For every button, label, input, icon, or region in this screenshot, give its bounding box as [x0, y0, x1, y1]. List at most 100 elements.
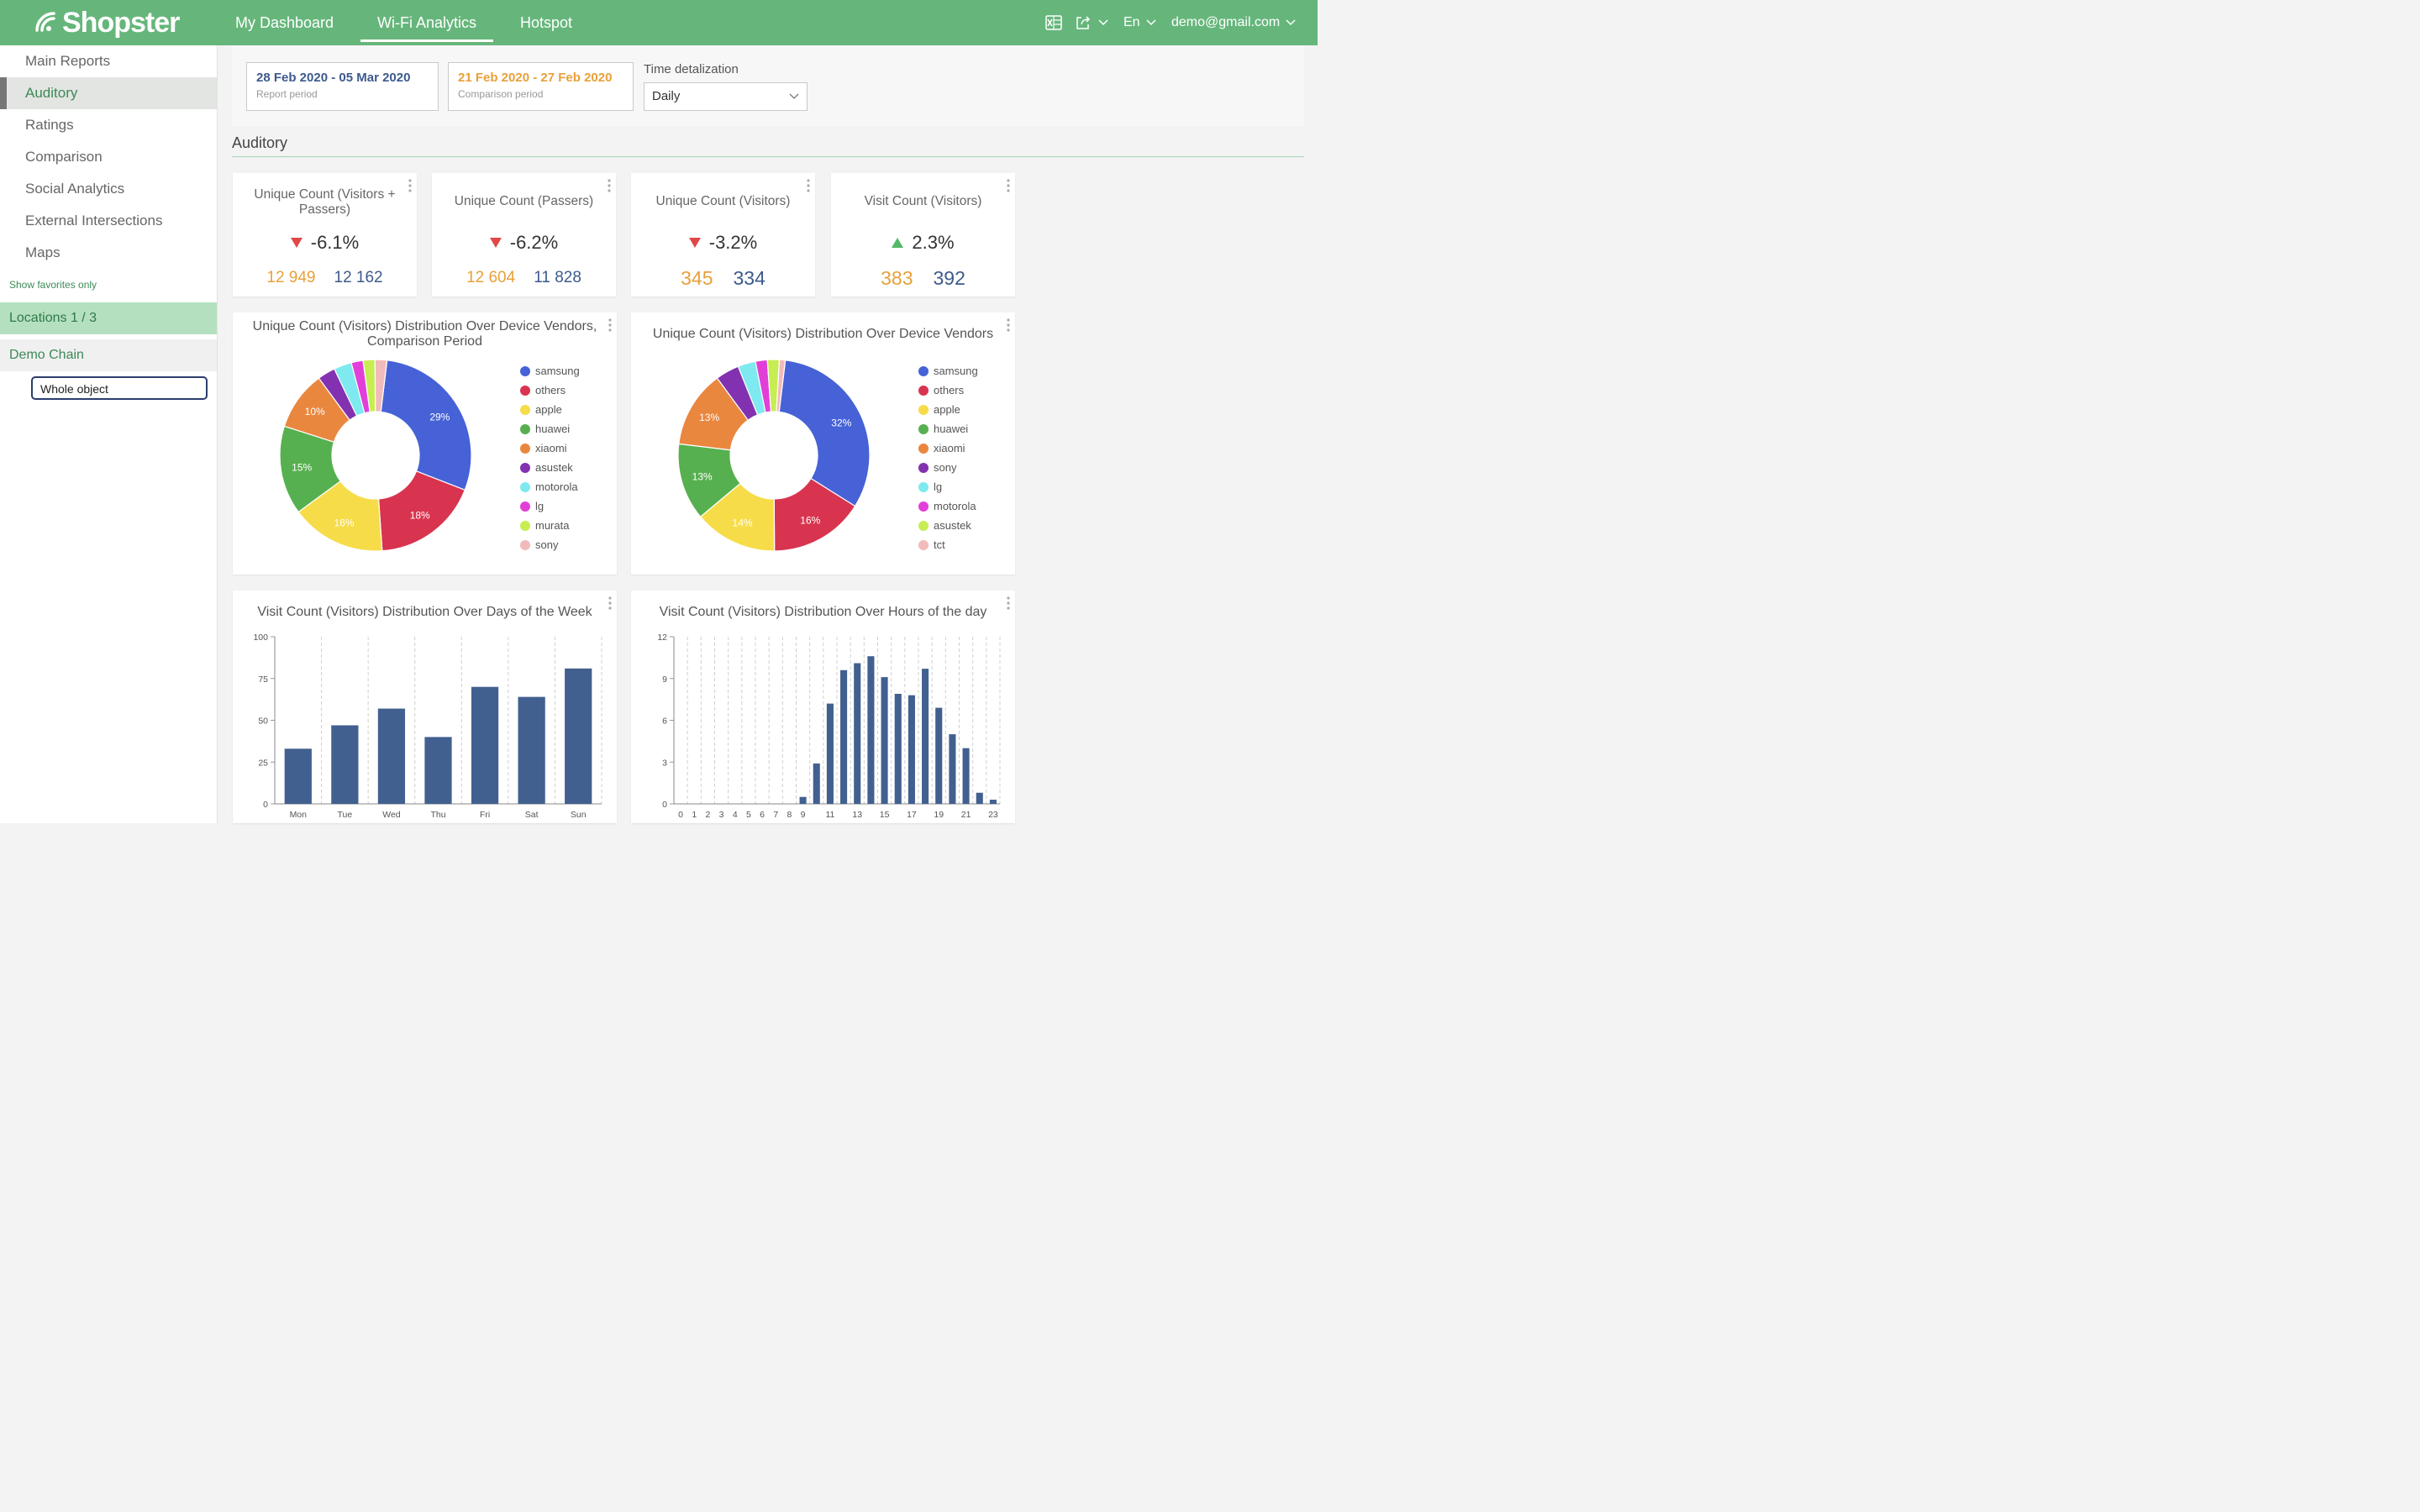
legend-dot	[520, 539, 530, 550]
bar-Sun[interactable]	[565, 668, 592, 804]
chevron-down-icon[interactable]	[1286, 17, 1296, 27]
kebab-menu-icon[interactable]	[408, 179, 412, 192]
pie-slice-label: 32%	[831, 417, 851, 429]
bar-12[interactable]	[840, 669, 848, 804]
bar-18[interactable]	[922, 669, 929, 804]
sidebar-item-auditory[interactable]: Auditory	[0, 77, 217, 109]
legend-item-others[interactable]: others	[520, 381, 580, 400]
bar-Tue[interactable]	[331, 725, 359, 804]
logo[interactable]: Shopster	[34, 5, 180, 40]
kebab-menu-icon[interactable]	[1007, 596, 1010, 610]
legend-item-tct[interactable]: tct	[918, 535, 978, 554]
x-tick-label: 8	[786, 810, 792, 820]
x-tick-label: Fri	[480, 810, 490, 820]
sidebar-item-social-analytics[interactable]: Social Analytics	[25, 181, 125, 197]
bar-22[interactable]	[976, 792, 983, 804]
filter-panel: 28 Feb 2020 - 05 Mar 2020 Report period …	[232, 45, 1304, 126]
bar-11[interactable]	[826, 703, 834, 804]
chevron-down-icon[interactable]	[1146, 17, 1156, 27]
kebab-menu-icon[interactable]	[1007, 318, 1010, 332]
pie-slice-tct[interactable]	[776, 359, 786, 413]
chart-title: Visit Count (Visitors) Distribution Over…	[257, 605, 592, 619]
legend-dot	[520, 481, 530, 492]
bar-15[interactable]	[881, 677, 888, 804]
legend-item-apple[interactable]: apple	[918, 400, 978, 419]
kebab-menu-icon[interactable]	[1007, 179, 1010, 192]
bar-23[interactable]	[989, 800, 997, 804]
legend-item-lg[interactable]: lg	[918, 477, 978, 496]
legend-dot	[918, 423, 929, 434]
legend-item-huawei[interactable]: huawei	[918, 419, 978, 438]
pie-slice-label: 13%	[699, 412, 719, 423]
sidebar-item-maps[interactable]: Maps	[25, 244, 60, 260]
bar-17[interactable]	[908, 695, 915, 804]
language-selector[interactable]: En	[1123, 15, 1140, 29]
bar-14[interactable]	[867, 656, 875, 804]
bar-19[interactable]	[935, 707, 943, 804]
bar-Fri[interactable]	[471, 686, 499, 804]
legend-item-murata[interactable]: murata	[520, 516, 580, 535]
tab-wifi-analytics[interactable]: Wi-Fi Analytics	[360, 0, 494, 45]
pie-slice-label: 18%	[410, 510, 430, 522]
bar-Thu[interactable]	[424, 737, 452, 804]
locations-header[interactable]: Locations 1 / 3	[0, 302, 217, 334]
chain-item[interactable]: Demo Chain	[0, 339, 217, 371]
bar-Sat[interactable]	[518, 696, 545, 804]
bar-9[interactable]	[799, 796, 807, 804]
legend-item-asustek[interactable]: asustek	[520, 458, 580, 477]
excel-export-icon[interactable]	[1045, 14, 1062, 31]
legend-dot	[520, 423, 530, 434]
wifi-logo-icon	[35, 12, 55, 32]
legend-item-samsung[interactable]: samsung	[918, 361, 978, 381]
bar-13[interactable]	[854, 663, 861, 804]
bar-10[interactable]	[813, 763, 820, 804]
sidebar-item-comparison[interactable]: Comparison	[25, 149, 103, 165]
kebab-menu-icon[interactable]	[608, 596, 612, 610]
legend-item-samsung[interactable]: samsung	[520, 361, 580, 381]
tab-hotspot[interactable]: Hotspot	[520, 14, 573, 31]
bar-Wed[interactable]	[377, 708, 406, 804]
bar-20[interactable]	[949, 734, 956, 804]
time-detalization-select[interactable]: Daily	[644, 82, 808, 111]
legend-item-sony[interactable]: sony	[520, 535, 580, 554]
user-account-menu[interactable]: demo@gmail.com	[1171, 15, 1281, 29]
top-bar: Shopster My Dashboard Wi-Fi Analytics Ho…	[0, 0, 1318, 45]
legend-item-others[interactable]: others	[918, 381, 978, 400]
y-tick-label: 50	[258, 717, 268, 727]
object-selector[interactable]: Whole object	[31, 376, 208, 400]
x-tick-label: Sun	[571, 810, 587, 820]
legend-item-motorola[interactable]: motorola	[918, 496, 978, 516]
show-favorites-toggle[interactable]: Show favorites only	[9, 279, 97, 291]
legend-item-sony[interactable]: sony	[918, 458, 978, 477]
legend-item-motorola[interactable]: motorola	[520, 477, 580, 496]
legend-item-apple[interactable]: apple	[520, 400, 580, 419]
bar-16[interactable]	[894, 693, 902, 804]
sidebar-item-ratings[interactable]: Ratings	[25, 117, 74, 133]
legend-item-asustek[interactable]: asustek	[918, 516, 978, 535]
legend-item-xiaomi[interactable]: xiaomi	[918, 438, 978, 458]
comparison-period-picker[interactable]: 21 Feb 2020 - 27 Feb 2020 Comparison per…	[448, 62, 634, 111]
chevron-down-icon[interactable]	[1098, 17, 1108, 27]
bar-Mon[interactable]	[284, 748, 312, 804]
pie-slice-samsung[interactable]	[380, 360, 472, 491]
legend-item-xiaomi[interactable]: xiaomi	[520, 438, 580, 458]
legend-item-lg[interactable]: lg	[520, 496, 580, 516]
report-period-picker[interactable]: 28 Feb 2020 - 05 Mar 2020 Report period	[246, 62, 439, 111]
kpi-values: 383 392	[831, 267, 1015, 290]
sidebar-item-external-intersections[interactable]: External Intersections	[25, 213, 163, 228]
kebab-menu-icon[interactable]	[807, 179, 810, 192]
sidebar-item-main-reports[interactable]: Main Reports	[25, 53, 111, 69]
kebab-menu-icon[interactable]	[608, 179, 611, 192]
pie-slice-samsung[interactable]	[778, 360, 871, 507]
share-icon[interactable]	[1075, 14, 1092, 31]
bar-21[interactable]	[962, 748, 970, 804]
pie-slice-others[interactable]	[377, 470, 466, 552]
legend-item-huawei[interactable]: huawei	[520, 419, 580, 438]
y-tick-label: 9	[662, 675, 667, 685]
pie-slice-sony[interactable]	[374, 359, 388, 413]
legend-label: sony	[934, 461, 957, 474]
tab-my-dashboard[interactable]: My Dashboard	[235, 14, 334, 31]
kebab-menu-icon[interactable]	[608, 318, 612, 332]
pie-slice-label: 29%	[429, 411, 450, 423]
